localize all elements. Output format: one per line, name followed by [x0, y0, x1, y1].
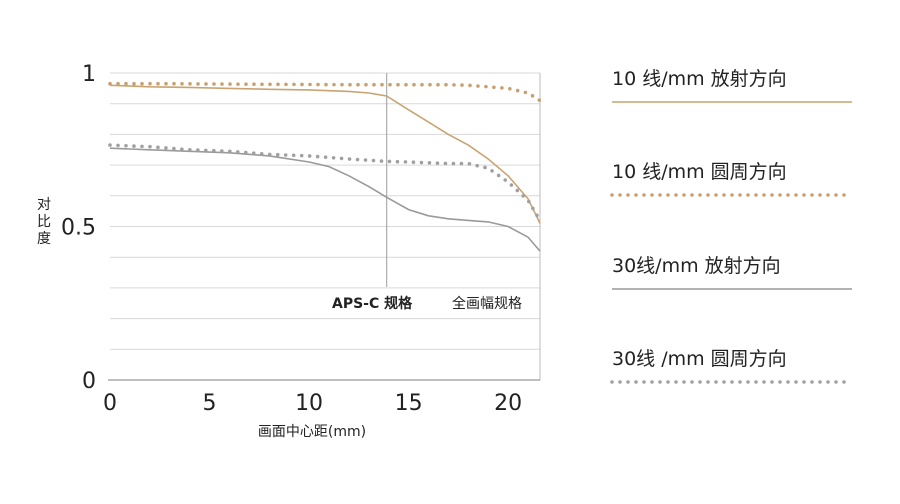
y-tick-label: 1	[82, 62, 96, 87]
series-lines	[108, 81, 542, 252]
y-axis-label-char: 比	[37, 214, 51, 230]
series-line-4	[108, 143, 542, 223]
aps-c-label: APS-C 规格	[332, 295, 413, 312]
full-frame-label: 全画幅规格	[452, 295, 522, 312]
plot-frame	[108, 73, 541, 381]
series-line-3	[109, 147, 541, 252]
y-tick-label: 0.5	[61, 216, 96, 241]
grid	[110, 72, 540, 381]
x-tick-label: 0	[103, 391, 117, 416]
y-axis-label: 对比度	[37, 197, 51, 247]
series-line-1	[109, 84, 541, 224]
legend: 10 线/mm 放射方向 10 线/mm 圆周方向 30线/mm 放射方向 30线 /…	[610, 68, 854, 384]
x-axis-label: 画面中心距(mm)	[258, 424, 366, 440]
legend-label-4: 30线 /mm 圆周方向	[612, 348, 787, 370]
y-axis-label-char: 度	[37, 231, 51, 247]
legend-label-1: 10 线/mm 放射方向	[612, 68, 787, 90]
legend-label-2: 10 线/mm 圆周方向	[612, 161, 787, 183]
x-tick-label: 15	[395, 391, 423, 416]
y-tick-labels: 00.51	[61, 62, 96, 394]
legend-label-3: 30线/mm 放射方向	[612, 255, 781, 277]
y-axis-label-char: 对	[37, 197, 51, 213]
series-line-2	[108, 81, 542, 103]
x-tick-label: 5	[203, 391, 217, 416]
x-tick-labels: 0 5 10 15 20	[103, 391, 522, 416]
x-tick-label: 10	[295, 391, 323, 416]
y-tick-label: 0	[82, 369, 96, 394]
x-tick-label: 20	[494, 391, 522, 416]
